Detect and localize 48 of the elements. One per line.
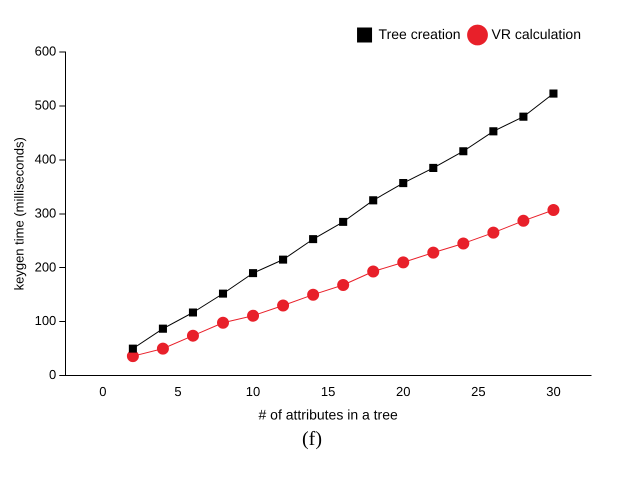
point	[249, 269, 258, 278]
y-tick-label: 500	[34, 98, 56, 113]
y-tick-label: 600	[34, 44, 56, 59]
point	[369, 196, 378, 204]
point	[459, 147, 468, 156]
y-tick-label: 100	[34, 313, 56, 328]
point	[158, 324, 167, 333]
point	[397, 256, 410, 268]
point	[217, 316, 230, 329]
point	[367, 266, 380, 278]
point	[519, 112, 528, 121]
point	[337, 278, 350, 291]
point	[489, 127, 498, 136]
x-tick-label: 15	[320, 384, 336, 399]
point	[399, 179, 408, 188]
x-tick-label: 5	[174, 384, 182, 399]
point	[487, 226, 500, 239]
legend-label: VR calculation	[492, 26, 582, 42]
point	[517, 214, 530, 227]
point	[247, 310, 260, 322]
y-tick-label: 400	[34, 151, 56, 166]
point	[279, 256, 288, 264]
y-tick-label: 200	[34, 259, 56, 274]
point	[307, 288, 320, 301]
point	[156, 342, 169, 355]
x-tick-label: 20	[396, 384, 410, 399]
point	[339, 218, 348, 226]
y-tick-label: 0	[49, 367, 56, 382]
point	[186, 330, 199, 342]
point	[128, 344, 137, 353]
point	[547, 204, 560, 216]
point	[549, 89, 558, 98]
x-tick-label: 30	[546, 384, 561, 399]
point	[309, 235, 318, 244]
x-tick-label: 0	[99, 384, 106, 399]
point	[218, 290, 228, 298]
legend-label: Tree creation	[378, 26, 461, 42]
point	[457, 237, 470, 250]
y-axis-title: keygen time (milliseconds)	[11, 137, 26, 290]
x-tick-label: 10	[246, 384, 260, 399]
point	[427, 246, 440, 259]
point	[188, 308, 197, 317]
x-tick-label: 25	[471, 384, 486, 399]
point	[429, 164, 438, 172]
x-axis-title: # of attributes in a tree	[258, 406, 398, 422]
y-tick-label: 300	[34, 205, 56, 220]
point	[277, 299, 290, 312]
text: (f)	[301, 428, 323, 451]
